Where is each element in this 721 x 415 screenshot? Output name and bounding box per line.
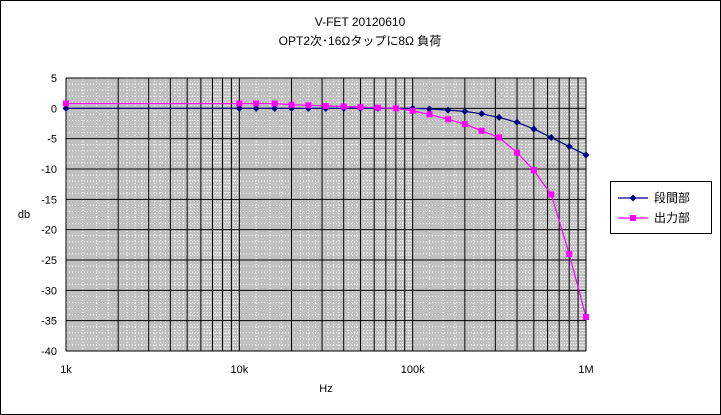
data-point: [495, 113, 503, 121]
y-tick-label: 5: [51, 73, 57, 85]
major-gridlines: [65, 77, 587, 352]
chart-title: V-FET 20120610: [315, 15, 406, 29]
y-tick-label: 0: [51, 103, 57, 115]
legend-swatch-marker: [630, 215, 636, 221]
legend-item-1: 段間部: [618, 190, 690, 205]
series-layer: [62, 100, 590, 321]
y-tick-label: -35: [41, 316, 57, 328]
plot-background: [66, 78, 586, 351]
data-point: [305, 102, 312, 109]
data-point: [235, 104, 243, 112]
data-point: [478, 127, 485, 134]
data-point: [547, 133, 555, 141]
y-tick-label: -30: [41, 285, 57, 297]
data-point: [583, 314, 589, 321]
y-tick-label: -40: [41, 346, 57, 358]
data-point: [425, 105, 433, 113]
y-tick-label: -15: [41, 194, 57, 206]
series-line: [66, 102, 587, 318]
data-point: [426, 111, 433, 118]
data-point: [322, 102, 329, 109]
x-axis-label: Hz: [319, 383, 332, 395]
data-point: [253, 100, 260, 107]
data-point: [357, 104, 364, 111]
data-point: [409, 107, 416, 114]
data-point: [392, 105, 399, 112]
data-point: [530, 167, 537, 174]
legend-item-2: 出力部: [618, 210, 690, 225]
series-line: [66, 107, 587, 156]
data-point: [445, 116, 452, 123]
x-tick-label: 1k: [60, 364, 72, 376]
data-point: [374, 104, 381, 111]
data-point: [478, 110, 486, 118]
series-1: [62, 104, 590, 159]
y-tick-label: -20: [41, 225, 57, 237]
data-point: [461, 121, 468, 128]
data-point: [271, 104, 279, 112]
data-point: [530, 125, 538, 133]
data-point: [236, 100, 243, 107]
y-tick-label: -5: [47, 134, 57, 146]
x-tick-label: 100k: [401, 364, 425, 376]
y-tick-label: -10: [41, 164, 57, 176]
data-point: [271, 100, 278, 107]
y-axis-label: db: [18, 209, 30, 221]
y-axis-ticks: -40 -35 -30 -25 -20 -15 -10 -5 0 5: [41, 73, 57, 358]
legend-label: 段間部: [654, 190, 690, 205]
legend-swatch-marker: [629, 194, 637, 202]
data-point: [565, 143, 573, 151]
y-tick-label: -25: [41, 255, 57, 267]
data-point: [63, 100, 69, 107]
data-point: [513, 118, 521, 126]
x-tick-label: 1M: [578, 364, 593, 376]
data-point: [461, 107, 469, 115]
x-tick-label: 10k: [230, 364, 248, 376]
data-point: [340, 103, 347, 110]
data-point: [548, 191, 555, 198]
data-point: [566, 250, 573, 257]
chart-subtitle: OPT2次･16Ωタップに8Ω 負荷: [279, 34, 442, 48]
data-point: [582, 151, 590, 159]
series-2: [63, 100, 589, 321]
data-point: [288, 101, 295, 108]
legend-label: 出力部: [654, 210, 690, 225]
data-point: [496, 134, 503, 141]
data-point: [252, 104, 260, 112]
data-point: [514, 149, 521, 156]
data-point: [444, 106, 452, 114]
x-axis-ticks: 1k 10k 100k 1M: [60, 364, 593, 376]
plot-area: [66, 78, 586, 351]
legend-box: [610, 181, 712, 234]
data-point: [62, 104, 70, 112]
